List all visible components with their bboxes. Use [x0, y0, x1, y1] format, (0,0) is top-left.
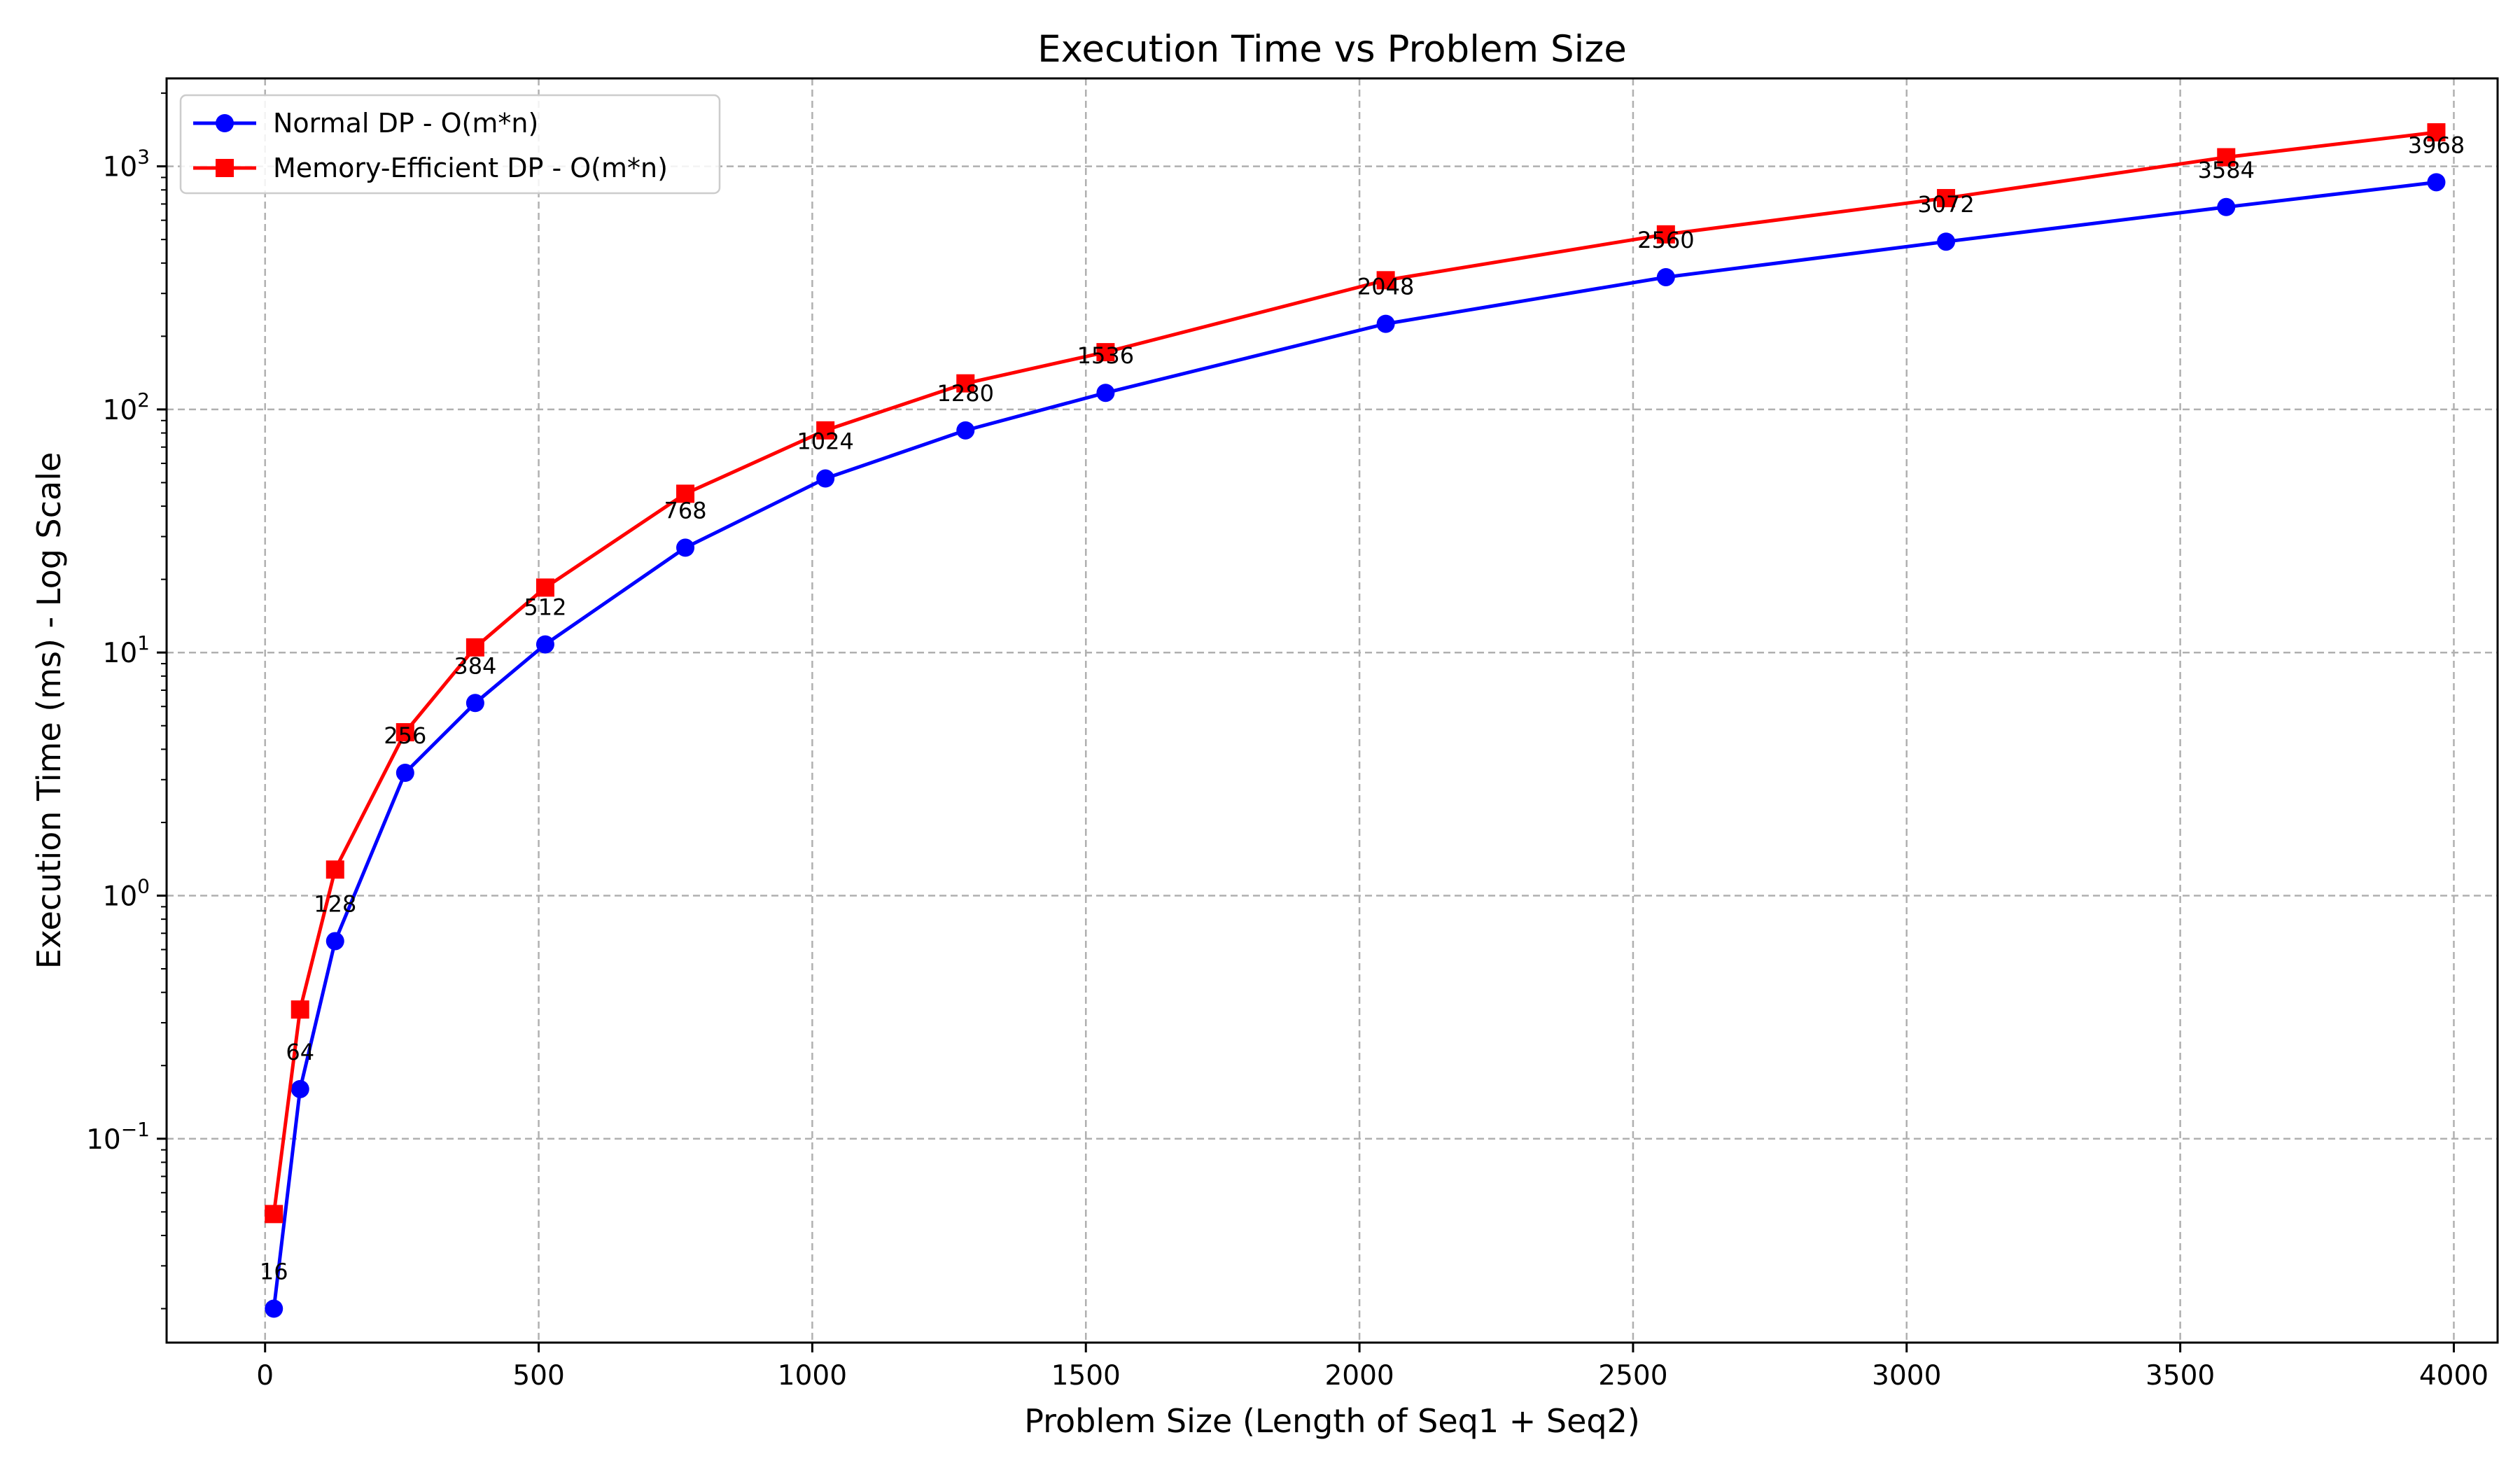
data-point-square	[1937, 189, 1956, 208]
point-label: 3968	[2408, 132, 2465, 158]
point-labels: 16 64 128 256 384 512 768 1024 1280 1536 2048 2560 3…	[260, 132, 2465, 1284]
data-point-circle	[1937, 232, 1956, 251]
data-point-circle	[816, 469, 835, 488]
x-tick-label: 2500	[1598, 1360, 1667, 1392]
legend-marker-square	[216, 159, 234, 177]
legend-entry: Memory-Efficient DP - O(m*n)	[193, 153, 668, 183]
point-label: 2560	[1637, 227, 1694, 253]
data-point-circle	[956, 421, 975, 440]
data-point-square	[676, 484, 695, 503]
series-1	[265, 173, 2446, 1318]
data-point-circle	[2427, 173, 2446, 192]
x-tick-label: 1500	[1051, 1360, 1121, 1392]
series-layer	[265, 123, 2446, 1318]
legend-label: Memory-Efficient DP - O(m*n)	[273, 153, 668, 183]
data-point-circle	[2217, 197, 2236, 216]
point-label: 3584	[2198, 157, 2255, 183]
point-label: 768	[664, 497, 707, 524]
point-label: 1280	[937, 380, 994, 407]
data-point-circle	[465, 694, 484, 713]
data-point-square	[326, 860, 344, 879]
point-label: 3072	[1917, 191, 1974, 218]
series-2	[265, 123, 2446, 1224]
grid	[167, 78, 2498, 1343]
x-axis-label: Problem Size (Length of Seq1 + Seq2)	[1024, 1402, 1640, 1440]
legend: Normal DP - O(m*n) Memory-Efficient DP - …	[179, 94, 721, 195]
data-point-square	[2217, 148, 2236, 167]
data-point-circle	[676, 538, 695, 557]
data-point-square	[536, 578, 554, 597]
x-tick-label: 3500	[2146, 1360, 2215, 1392]
data-point-square	[816, 421, 835, 440]
data-point-circle	[265, 1299, 284, 1318]
data-point-square	[1376, 271, 1395, 290]
data-point-square	[956, 374, 975, 393]
point-label: 64	[286, 1039, 314, 1065]
y-tick-label: 101	[103, 631, 150, 669]
data-point-square	[2427, 123, 2446, 142]
point-label: 16	[260, 1258, 288, 1284]
point-label: 128	[314, 890, 356, 917]
point-label: 384	[454, 652, 496, 679]
point-label: 512	[524, 594, 566, 621]
data-point-circle	[1656, 267, 1675, 286]
data-point-circle	[1376, 314, 1395, 333]
point-label: 1536	[1077, 342, 1134, 369]
x-tick-label: 0	[256, 1360, 274, 1392]
legend-entry: Normal DP - O(m*n)	[193, 108, 538, 139]
data-point-square	[265, 1205, 284, 1224]
x-tick-label: 2000	[1324, 1360, 1394, 1392]
y-tick-label: 103	[103, 146, 150, 183]
y-axis-label: Execution Time (ms) - Log Scale	[30, 452, 68, 969]
ticks: 0 500 1000 1500 2000 2500 3000 3500 4000 10−1 100 1…	[86, 92, 2488, 1392]
legend-label: Normal DP - O(m*n)	[273, 108, 538, 139]
point-label: 1024	[797, 428, 853, 455]
data-point-square	[1096, 343, 1115, 362]
point-label: 256	[384, 722, 426, 749]
data-point-circle	[1096, 384, 1115, 402]
data-point-square	[1656, 225, 1675, 244]
x-tick-label: 500	[512, 1360, 564, 1392]
data-point-circle	[290, 1079, 309, 1098]
y-tick-label: 102	[103, 388, 150, 426]
data-point-square	[465, 638, 484, 657]
x-tick-label: 3000	[1872, 1360, 1941, 1392]
data-point-square	[290, 1000, 309, 1019]
data-point-square	[396, 723, 414, 742]
y-tick-label: 10−1	[86, 1118, 150, 1156]
legend-box	[179, 94, 721, 195]
data-point-circle	[536, 635, 554, 654]
y-tick-label: 100	[103, 874, 150, 912]
x-tick-label: 4000	[2419, 1360, 2488, 1392]
plot-frame	[165, 77, 2499, 1344]
x-tick-label: 1000	[778, 1360, 847, 1392]
legend-marker-circle	[216, 114, 234, 132]
point-label: 2048	[1357, 274, 1414, 300]
data-point-circle	[396, 764, 414, 783]
chart-title: Execution Time vs Problem Size	[1037, 28, 1627, 71]
data-point-circle	[326, 932, 344, 951]
